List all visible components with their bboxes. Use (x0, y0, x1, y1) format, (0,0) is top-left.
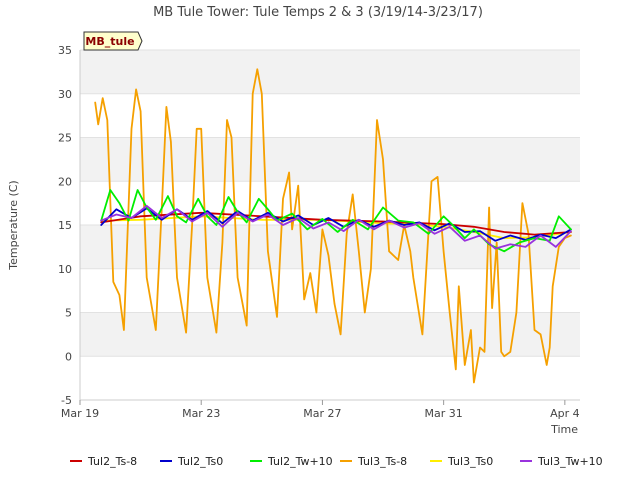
x-axis-ticks: Mar 19 Mar 23 Mar 27 Mar 31 Apr 4 (61, 400, 580, 420)
legend-label: Tul2_Ts0 (177, 455, 223, 468)
series-line-tul3-tw-10 (100, 204, 572, 250)
background-band (80, 312, 580, 357)
y-axis-label: Temperature (C) (7, 180, 20, 270)
y-axis-ticks: -5 0 5 10 15 20 25 30 35 (58, 44, 72, 407)
y-tick-label: 10 (58, 263, 72, 276)
legend-label: Tul2_Tw+10 (267, 455, 333, 468)
site-badge-label: MB_tule (85, 35, 134, 48)
background-band (80, 268, 580, 313)
background-band (80, 93, 580, 138)
series-lines (94, 68, 572, 384)
legend-label: Tul3_Ts0 (447, 455, 493, 468)
x-tick-label: Mar 19 (61, 407, 99, 420)
series-line-tul3-ts-8 (94, 68, 572, 384)
background-band (80, 50, 580, 94)
y-tick-label: 30 (58, 88, 72, 101)
y-tick-label: 15 (58, 219, 72, 232)
y-tick-label: -5 (61, 394, 72, 407)
x-tick-label: Mar 23 (182, 407, 220, 420)
x-axis-label: Time (550, 423, 578, 436)
background-band (80, 356, 580, 400)
background-band (80, 137, 580, 182)
legend-label: Tul3_Ts-8 (357, 455, 407, 468)
y-tick-label: 20 (58, 175, 72, 188)
site-badge-box (83, 31, 143, 51)
series-line-tul2-ts-8 (100, 211, 572, 236)
site-badge: MB_tule (83, 31, 143, 51)
x-tick-label: Apr 4 (550, 407, 580, 420)
legend-label: Tul2_Ts-8 (87, 455, 137, 468)
legend-label: Tul3_Tw+10 (537, 455, 603, 468)
y-tick-label: 25 (58, 132, 72, 145)
x-tick-label: Mar 27 (303, 407, 341, 420)
legend: Tul2_Ts-8 Tul2_Ts0 Tul2_Tw+10 Tul3_Ts-8 Tul3… (70, 455, 603, 468)
y-tick-label: 0 (65, 350, 72, 363)
y-tick-label: 5 (65, 307, 72, 320)
x-tick-label: Mar 31 (425, 407, 463, 420)
y-tick-label: 35 (58, 44, 72, 57)
chart-title: MB Tule Tower: Tule Temps 2 & 3 (3/19/14… (153, 5, 483, 20)
